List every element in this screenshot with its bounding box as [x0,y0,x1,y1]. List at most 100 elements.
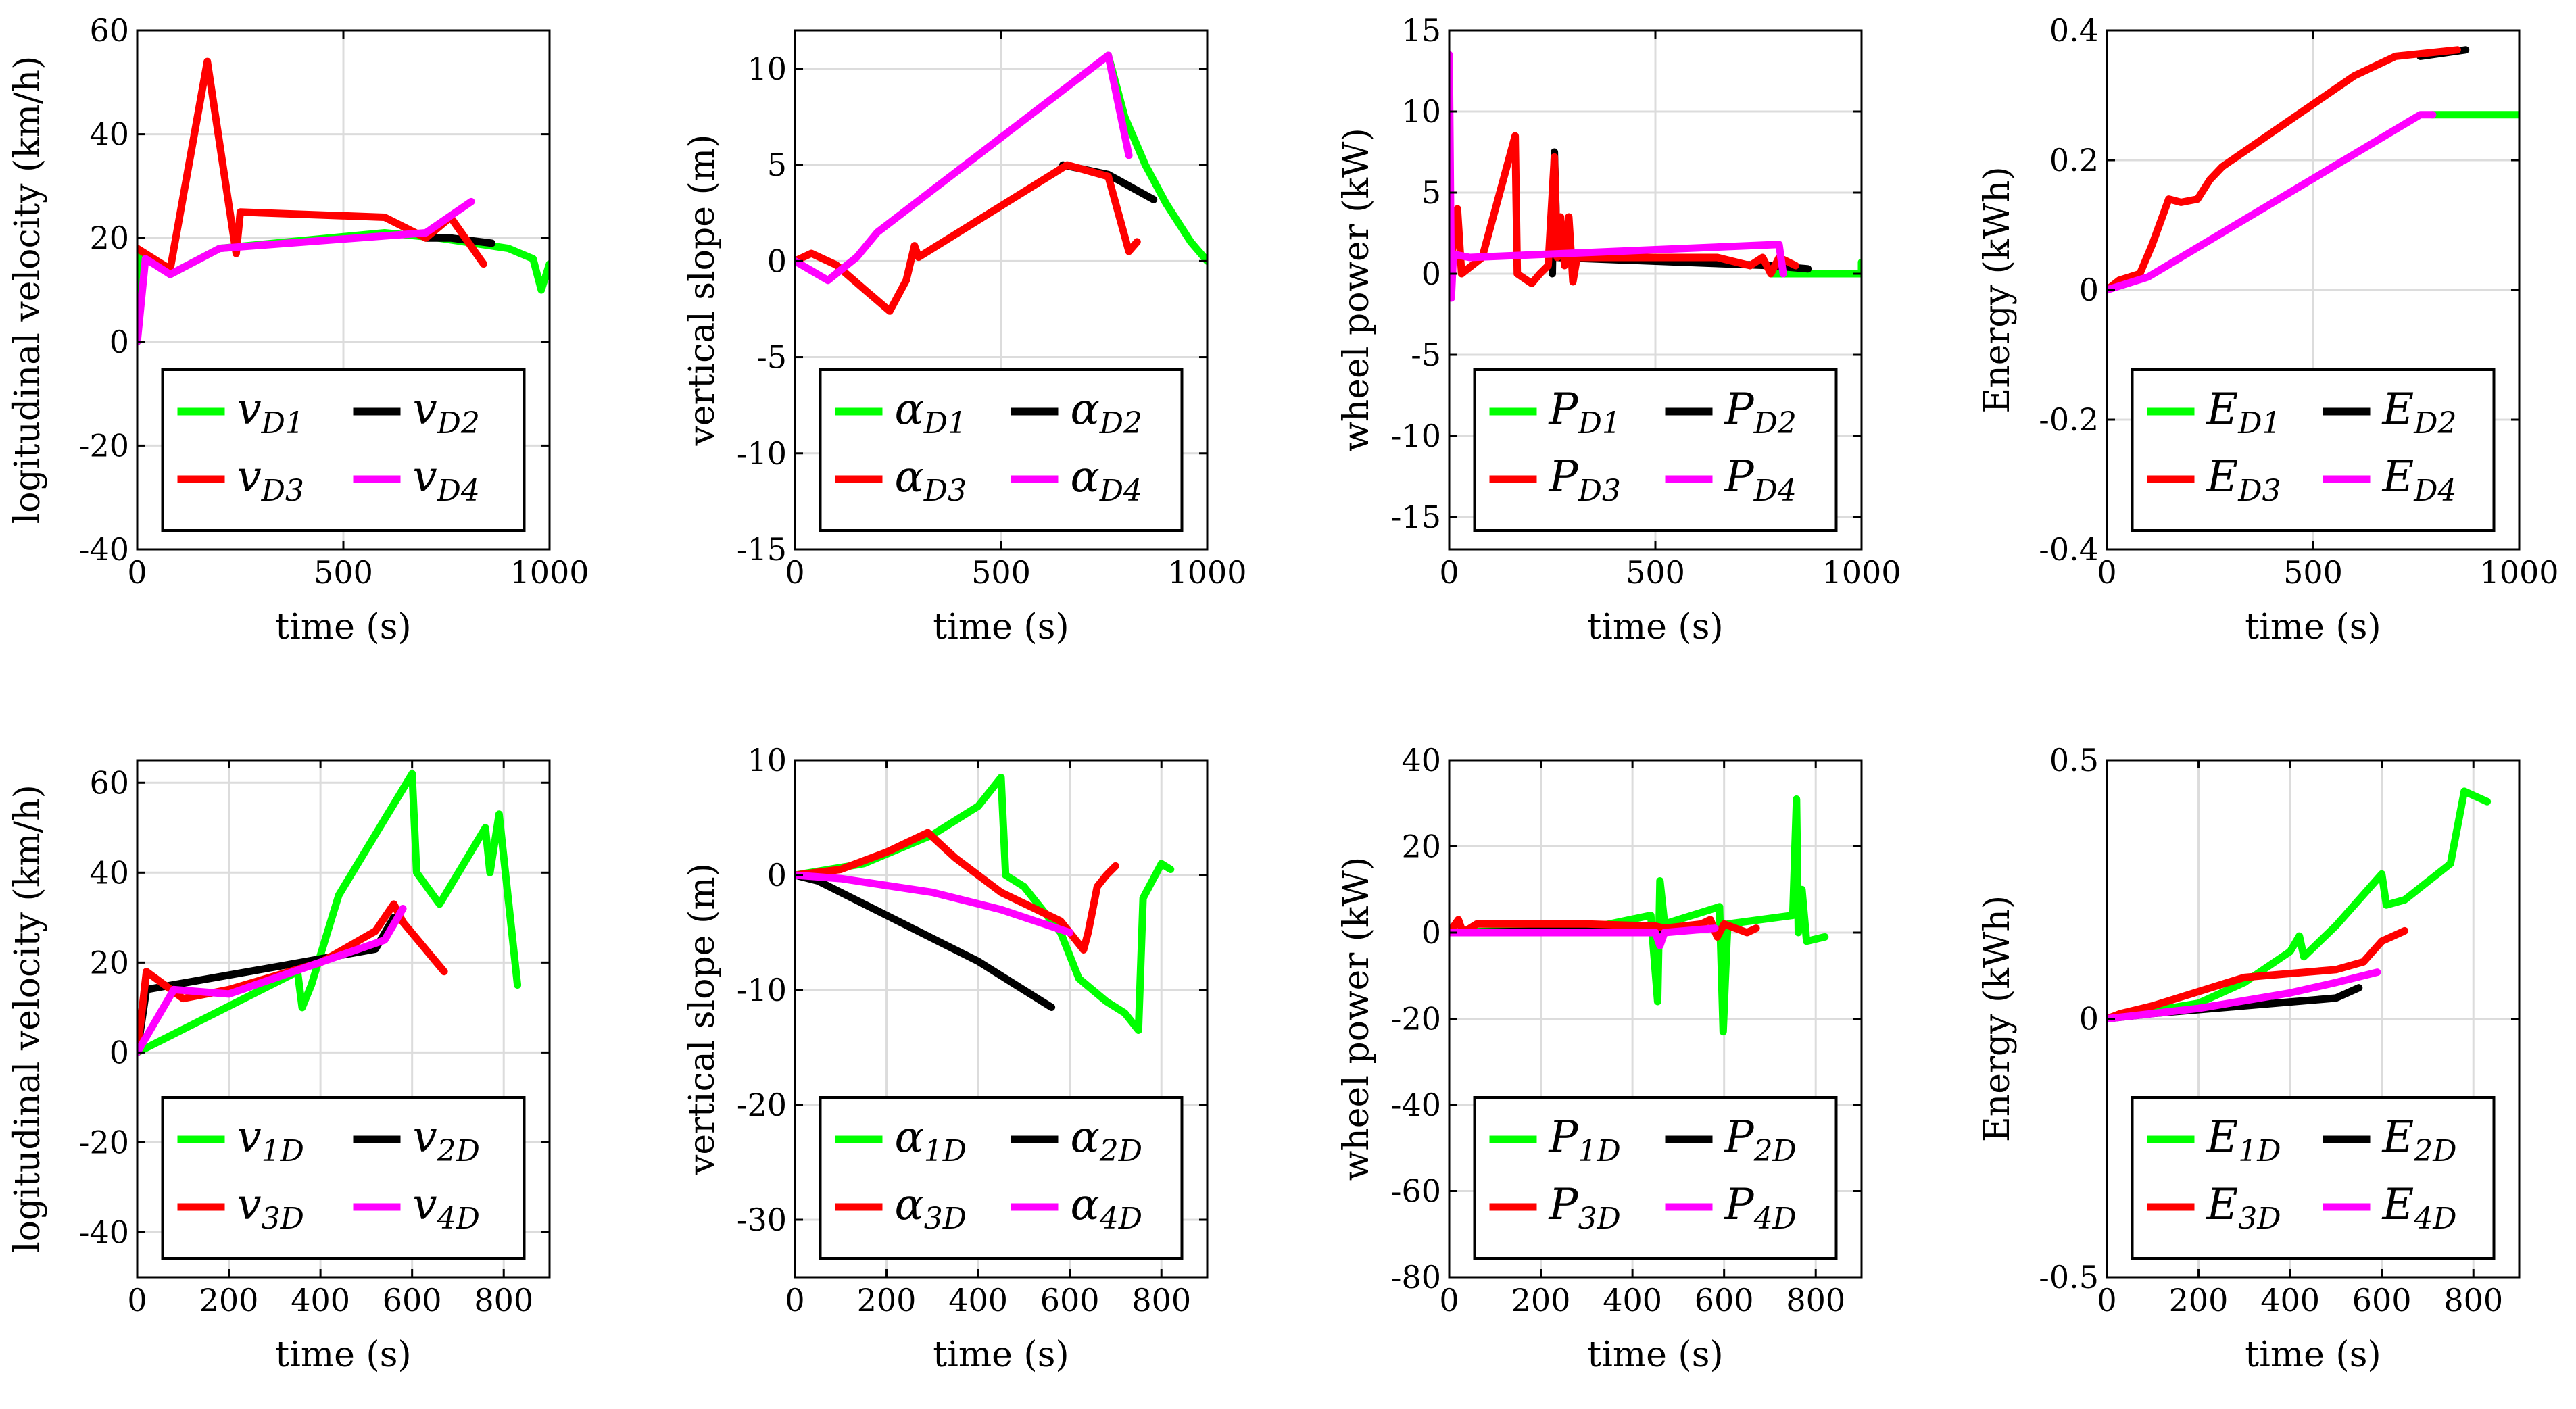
y-tick-label: -40 [79,1214,129,1250]
y-axis-label: vertical slope (m) [682,134,723,447]
x-tick-label: 0 [785,1282,804,1318]
series-line-4 [795,51,1133,285]
y-tick-label: 10 [747,742,787,778]
series-group [2107,787,2492,1022]
y-tick-label: 0 [767,243,787,279]
y-tick-label: 5 [767,147,787,183]
subplot-3: 0 500 1000 -15 -10 -5 0 5 10 15 time (s) wheel powe… [1336,12,1901,647]
series-group [1449,795,1829,1036]
y-tick-label: -15 [737,531,787,568]
x-tick-label: 500 [314,554,373,591]
y-axis-label: logitudinal velocity (km/h) [7,785,48,1253]
x-tick-label: 1000 [510,554,589,591]
series-group [137,57,550,346]
legend-box [1473,1096,1838,1260]
x-tick-label: 600 [2352,1282,2412,1318]
y-tick-label: 0 [110,1034,129,1070]
y-tick-label: 5 [1421,174,1441,211]
series-line-4 [795,871,1074,937]
y-tick-label: 10 [747,51,787,87]
series-line-3 [2107,926,2409,1022]
y-tick-label: 0 [2079,272,2099,308]
y-tick-label: -0.4 [2039,531,2099,568]
y-tick-label: -10 [737,435,787,472]
legend-entry: v1D [237,1112,304,1168]
x-tick-label: 800 [1132,1282,1191,1318]
series-line-3 [2107,46,2461,294]
x-tick-label: 0 [2097,554,2116,591]
legend: αD1 αD2 αD3 αD4 [819,368,1184,532]
subplot-5: 0 200 400 600 800 -40 -20 0 20 40 60 time (s) logitu… [7,759,551,1375]
x-tick-label: 800 [1786,1282,1845,1318]
x-tick-label: 200 [199,1282,259,1318]
x-tick-label: 800 [474,1282,533,1318]
legend-entry: vD3 [237,452,304,508]
series-line-4 [137,197,475,346]
legend-box [819,1096,1184,1260]
subplot-2: 0 500 1000 -15 -10 -5 0 5 10 time (s) vertical slo… [682,29,1247,647]
series-line-4 [2107,968,2381,1022]
x-axis-label: time (s) [1587,1335,1723,1375]
legend-entry: PD1 [1549,385,1621,441]
x-tick-label: 500 [971,554,1031,591]
series-line-3 [1449,132,1799,287]
x-tick-label: 0 [1439,1282,1459,1318]
legend-entry: v2D [413,1112,480,1168]
y-tick-label: 0.2 [2049,142,2099,178]
y-tick-label: 60 [89,12,129,49]
y-tick-label: 0 [1421,914,1441,951]
y-tick-label: -0.5 [2039,1259,2099,1295]
legend: P1D P2D P3D P4D [1473,1096,1838,1260]
legend: vD1 vD2 vD3 vD4 [161,368,526,532]
legend-entry: P1D [1549,1112,1621,1168]
y-tick-label: 0 [110,324,129,360]
x-axis-label: time (s) [2245,607,2381,647]
series-line-2 [422,234,496,247]
y-tick-label: 0 [767,857,787,893]
series-line-1 [137,770,522,1056]
legend-entry: vD4 [413,452,480,508]
x-tick-label: 1000 [1167,554,1246,591]
legend-entry: αD4 [1071,452,1143,508]
y-tick-label: -5 [1411,337,1441,373]
y-tick-label: -20 [1391,1001,1441,1037]
y-tick-label: -15 [1391,499,1441,535]
x-axis-label: time (s) [1587,607,1723,647]
y-tick-label: -30 [737,1202,787,1238]
legend-entry: v4D [413,1180,480,1236]
legend-box [161,368,526,532]
x-axis-label: time (s) [275,607,411,647]
legend-entry: α4D [1071,1180,1143,1236]
x-tick-label: 600 [1040,1282,1100,1318]
x-axis-label: time (s) [275,1335,411,1375]
x-tick-label: 500 [2283,554,2343,591]
legend-box [161,1096,526,1260]
legend: E1D E2D E3D E4D [2131,1096,2496,1260]
legend-box [2131,1096,2496,1260]
y-axis-label: wheel power (kW) [1336,128,1377,452]
x-tick-label: 600 [1695,1282,1754,1318]
legend-entry: α3D [895,1180,967,1236]
legend-entry: PD2 [1724,385,1797,441]
legend-entry: α2D [1071,1112,1143,1168]
x-axis-label: time (s) [2245,1335,2381,1375]
legend-entry: E3D [2206,1180,2281,1236]
series-line-3 [795,829,1119,954]
legend: v1D v2D v3D v4D [161,1096,526,1260]
y-tick-label: 20 [1401,829,1441,865]
y-axis-label: logitudinal velocity (km/h) [7,56,48,524]
y-tick-label: -20 [79,1124,129,1160]
y-tick-label: -80 [1391,1259,1441,1295]
y-tick-label: 40 [1401,742,1441,778]
series-line-1 [1449,795,1829,1036]
y-tick-label: 10 [1401,93,1441,130]
legend-entry: PD4 [1724,452,1797,508]
legend-entry: P3D [1549,1180,1621,1236]
legend: ED1 ED2 ED3 ED4 [2131,368,2496,532]
y-tick-label: -5 [756,339,787,376]
series-group [137,770,522,1056]
series-group [1449,51,1862,302]
legend-entry: αD2 [1071,385,1143,441]
